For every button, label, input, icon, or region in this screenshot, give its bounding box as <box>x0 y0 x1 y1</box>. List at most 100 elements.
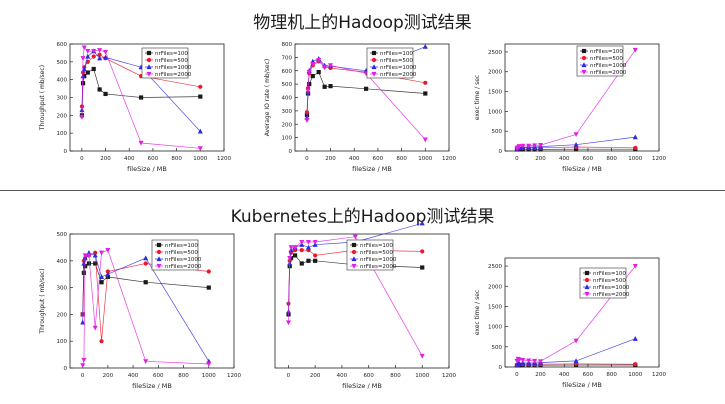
y-tick-label: 500 <box>57 232 68 238</box>
x-tick-label: 400 <box>349 156 360 162</box>
data-point <box>105 247 111 253</box>
data-point <box>633 145 638 150</box>
y-tick-label: 0 <box>499 149 503 155</box>
data-point <box>143 359 149 364</box>
y-tick-label: 500 <box>492 129 503 135</box>
x-tick-label: 200 <box>100 156 111 162</box>
data-point <box>420 249 425 254</box>
data-point <box>520 143 526 149</box>
data-point <box>79 115 85 120</box>
legend-entry: nrFiles=2000 <box>590 70 627 76</box>
legend-entry: nrFiles=500 <box>590 56 623 62</box>
legend-marker <box>371 64 377 70</box>
legend-marker <box>581 62 587 68</box>
data-point <box>105 274 110 279</box>
y-axis-label: Throughput ( mb/sec) <box>39 65 46 131</box>
data-point <box>573 141 579 147</box>
data-point <box>632 263 638 269</box>
legend-marker <box>146 57 152 63</box>
data-point <box>97 52 102 57</box>
legend-entry: nrFiles=100 <box>593 271 626 277</box>
x-tick-label: 0 <box>305 156 309 162</box>
x-tick-label: 1200 <box>217 156 231 162</box>
data-point <box>92 252 98 258</box>
data-point <box>304 118 310 123</box>
section-divider <box>0 190 725 191</box>
legend: nrFiles=100nrFiles=500nrFiles=1000nrFile… <box>366 47 417 79</box>
y-axis-label: Average IO rate ( mb/sec) <box>264 59 271 136</box>
chart-k8s-exec-time: 0 200 400 600 800 1000 1200 0 500 1000 1500 2000 250… <box>474 257 666 389</box>
x-tick-label: 200 <box>535 372 546 378</box>
data-point <box>206 361 212 367</box>
x-tick-label: 1200 <box>652 156 666 162</box>
data-point <box>85 53 91 59</box>
data-point <box>573 132 579 138</box>
series-line-nrFiles-100 <box>82 263 209 315</box>
legend-marker <box>371 57 377 63</box>
y-tick-label: 700 <box>282 55 293 61</box>
y-tick-label: 600 <box>282 69 293 75</box>
legend-entry: nrFiles=1000 <box>593 285 630 291</box>
legend-entry: nrFiles=1000 <box>590 63 627 69</box>
x-tick-label: 200 <box>310 373 321 379</box>
data-point <box>143 261 148 266</box>
legend-marker <box>581 55 587 61</box>
y-tick-label: 600 <box>57 42 68 48</box>
legend-entry: nrFiles=500 <box>360 250 393 256</box>
legend-entry: nrFiles=2000 <box>155 72 192 78</box>
data-point <box>143 280 148 285</box>
y-tick-label: 1500 <box>488 90 502 96</box>
legend: nrFiles=100nrFiles=500nrFiles=1000nrFile… <box>579 267 630 299</box>
data-point <box>312 239 318 245</box>
legend-marker <box>351 256 357 262</box>
data-point <box>97 55 103 61</box>
x-tick-label: 1200 <box>227 373 241 379</box>
data-point <box>85 49 91 54</box>
x-tick-label: 400 <box>559 156 570 162</box>
legend: nrFiles=100nrFiles=500nrFiles=1000nrFile… <box>576 45 627 77</box>
legend: nrFiles=100nrFiles=500nrFiles=1000nrFile… <box>141 47 192 79</box>
y-tick-label: 400 <box>57 259 68 265</box>
data-point <box>313 253 318 258</box>
legend-entry: nrFiles=2000 <box>165 264 202 270</box>
x-tick-label: 800 <box>390 373 401 379</box>
chart-physical-exec-time: 0 200 400 600 800 1000 1200 0 500 1000 1500 2000 250… <box>474 43 666 173</box>
data-point <box>422 137 428 143</box>
legend-entry: nrFiles=500 <box>380 58 413 64</box>
x-tick-label: 1200 <box>442 373 456 379</box>
data-point <box>532 143 538 149</box>
data-point <box>538 142 544 148</box>
legend-marker <box>156 263 162 269</box>
data-point <box>103 49 109 55</box>
data-point <box>307 82 312 87</box>
data-point <box>198 84 203 89</box>
data-point <box>292 245 298 251</box>
x-tick-label: 0 <box>287 373 291 379</box>
x-tick-label: 800 <box>178 373 189 379</box>
data-point <box>316 69 321 75</box>
x-tick-label: 1200 <box>442 156 456 162</box>
data-point <box>197 128 203 134</box>
y-tick-label: 200 <box>57 113 68 119</box>
x-tick-label: 400 <box>337 373 348 379</box>
data-point <box>138 140 144 146</box>
bottom-section-title: Kubernetes上的Hadoop测试结果 <box>230 207 495 227</box>
data-point <box>292 253 298 258</box>
y-tick-label: 100 <box>282 136 293 142</box>
legend-entry: nrFiles=500 <box>165 250 198 256</box>
x-tick-label: 0 <box>515 156 519 162</box>
data-point <box>138 95 144 100</box>
y-tick-label: 0 <box>499 365 503 371</box>
legend-entry: nrFiles=2000 <box>380 72 417 78</box>
x-tick-label: 800 <box>606 156 617 162</box>
series-line-nrFiles-100 <box>306 71 426 115</box>
plot-frame <box>504 43 660 152</box>
data-point <box>328 84 333 89</box>
x-tick-label: 1000 <box>193 156 207 162</box>
x-tick-label: 1200 <box>652 372 666 378</box>
data-point <box>422 43 428 49</box>
x-axis-label: fileSize / MB <box>132 382 172 390</box>
x-tick-label: 800 <box>606 372 617 378</box>
data-point <box>206 269 211 274</box>
data-point <box>573 358 579 364</box>
